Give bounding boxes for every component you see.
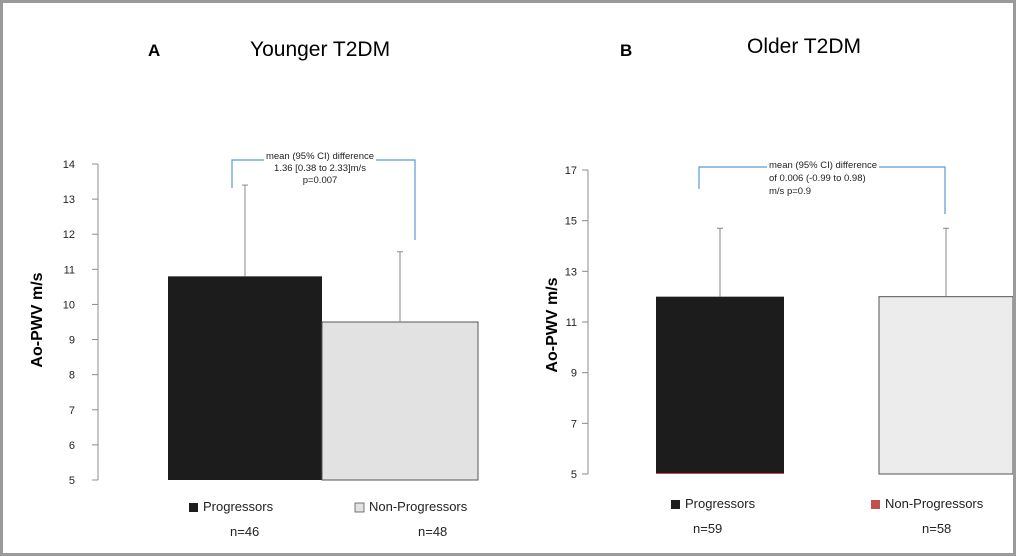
bar [321,321,479,481]
y-tick-label: 5 [69,475,75,487]
n-label: n=48 [418,524,447,539]
legend-label: Non-Progressors [369,499,468,514]
y-axis-label-b: Ao-PWV m/s [544,277,561,372]
y-tick-label: 13 [565,266,577,278]
chart-title-a: Younger T2DM [250,38,390,61]
annotation-line: mean (95% CI) difference [769,160,877,171]
y-tick-label: 13 [63,194,75,206]
panel-letter-b: B [620,41,632,60]
y-tick-label: 5 [571,469,577,481]
legend-swatch [354,502,365,513]
y-tick-label: 9 [69,335,75,347]
annotation-line: p=0.007 [303,175,338,186]
annotation-bg [767,160,880,171]
annotation-bg [263,151,377,162]
y-tick-label: 11 [64,264,75,276]
y-tick-label: 9 [571,368,577,380]
y-tick-label: 7 [571,418,577,430]
chart-title-b: Older T2DM [747,35,861,58]
annotation-line: of 0.006 (-0.99 to 0.98) [769,173,866,184]
y-tick-label: 6 [69,440,75,452]
bar [656,296,784,474]
legend-label: Non-Progressors [885,496,984,511]
n-label: n=58 [922,521,951,536]
panel-letter-a: A [148,41,160,60]
chart-panel-a: A Younger T2DM Ao-PWV m/s 5 6 7 8 9 10 11 12 13 1… [29,38,479,539]
legend-label: Progressors [685,496,756,511]
chart-panel-b: B Older T2DM Ao-PWV m/s 5 7 9 11 13 15 17 mean … [544,35,1013,536]
y-tick-label: 15 [565,216,577,228]
annotation-line: 1.36 [0.38 to 2.33]m/s [274,163,366,174]
legend-label: Progressors [203,499,274,514]
legend-swatch [189,503,198,512]
legend-swatch [871,500,880,509]
annotation-line: mean (95% CI) difference [266,151,374,162]
y-tick-label: 8 [69,370,75,382]
y-tick-label: 7 [69,405,75,417]
y-tick-label: 14 [63,159,75,171]
y-tick-label: 10 [63,299,75,311]
bar [168,276,322,480]
annotation-line: m/s p=0.9 [769,186,811,197]
y-tick-label: 11 [566,317,577,329]
y-axis-label-a: Ao-PWV m/s [29,272,46,367]
y-tick-label: 17 [565,165,577,177]
n-label: n=59 [693,521,722,536]
n-label: n=46 [230,524,259,539]
bar [878,296,1013,475]
legend-swatch [671,500,680,509]
y-tick-label: 12 [63,229,75,241]
